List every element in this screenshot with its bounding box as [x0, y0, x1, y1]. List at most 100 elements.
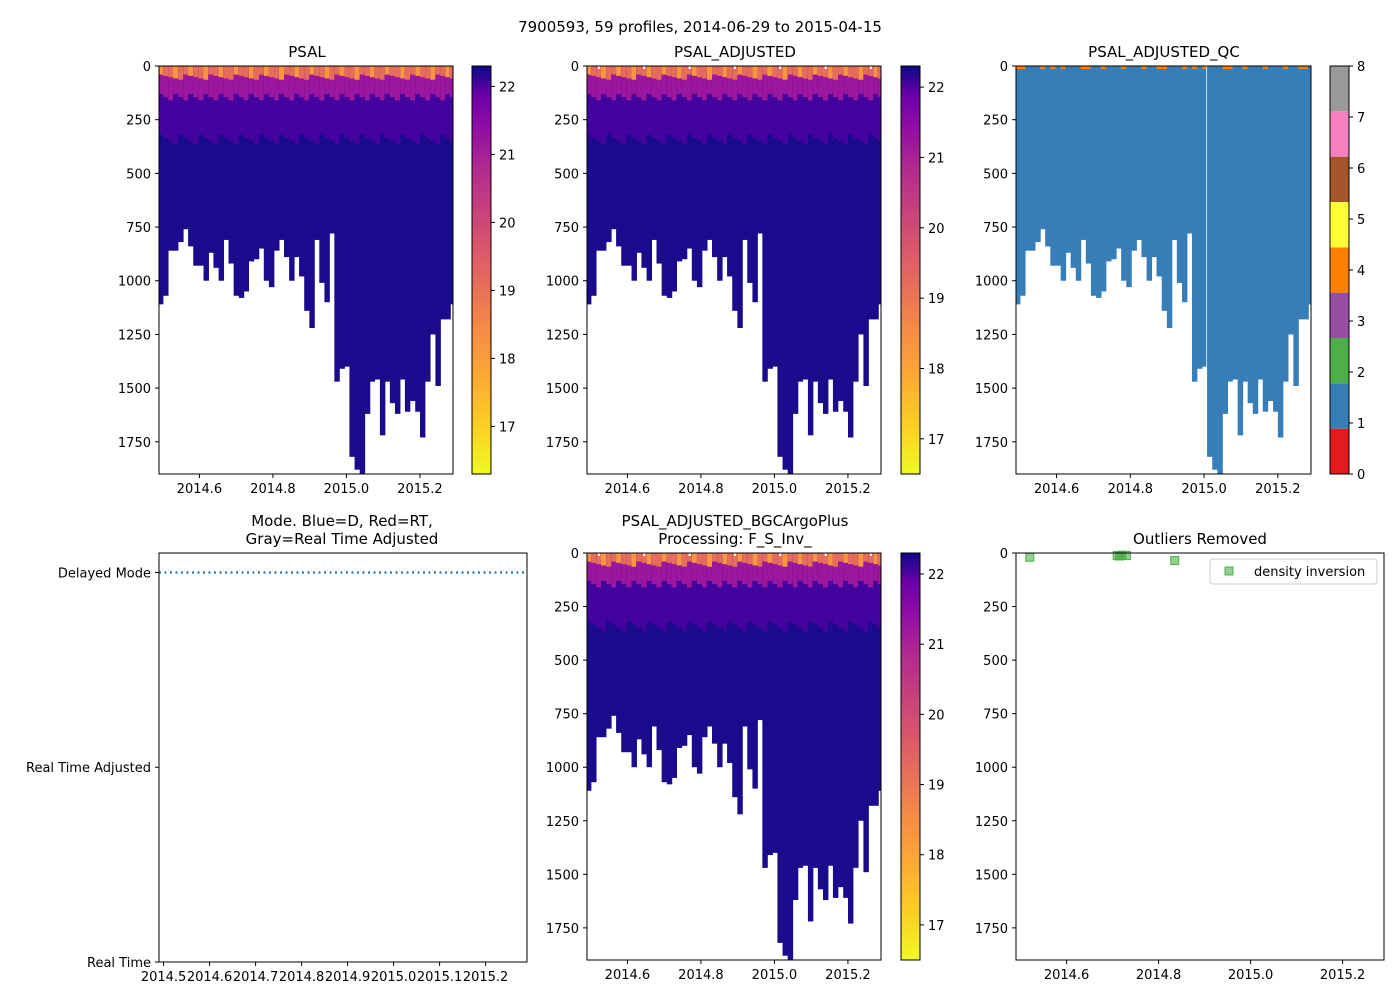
profile-surface-layer [691, 553, 698, 581]
x-tick-label: 2015.2 [1320, 968, 1366, 983]
qc-column [1085, 66, 1092, 264]
y-tick-label: 1000 [546, 275, 579, 290]
profile-column [651, 66, 657, 240]
profile-mid-layer [712, 565, 718, 625]
qc-column [1207, 66, 1213, 457]
profile-mid-layer [268, 78, 275, 142]
profile-mid-layer [702, 78, 708, 145]
profile-surface-layer [611, 553, 617, 588]
qc-column [1111, 66, 1117, 260]
profile-surface-layer [802, 66, 809, 98]
profile-column [425, 66, 431, 382]
profile-column [742, 553, 748, 727]
profile-mid-layer [666, 78, 673, 135]
profile-mid-layer [727, 565, 733, 622]
profile-mid-layer [591, 78, 597, 138]
profile-top-layer [616, 66, 622, 76]
profile-top-layer [676, 553, 683, 566]
profile-mid-layer [696, 565, 703, 628]
profile-top-layer [681, 553, 688, 567]
profile-top-layer [777, 66, 783, 79]
y-tick-label: 500 [554, 654, 579, 669]
profile-top-layer [651, 66, 657, 79]
panel-psal-title: PSAL [288, 43, 326, 61]
profile-column [722, 553, 728, 744]
profile-mid-layer [853, 78, 859, 138]
profile-surface-layer [294, 66, 300, 94]
profile-column [832, 553, 839, 898]
profile-column [666, 66, 673, 298]
x-tick-label: 2015.1 [417, 970, 463, 985]
profile-top-layer [858, 553, 864, 567]
profile-surface-layer [389, 66, 396, 98]
legend-frame [1209, 558, 1378, 585]
profile-top-layer [183, 66, 189, 75]
profile-surface-layer [843, 553, 849, 581]
qc-flag-4 [1191, 66, 1198, 69]
qc-flag-4 [1085, 66, 1092, 69]
profile-surface-layer [641, 553, 647, 588]
profile-top-layer [636, 553, 642, 562]
profile-surface-layer [299, 66, 305, 98]
profile-surface-layer [621, 553, 627, 585]
qc-flag-4 [1181, 66, 1188, 69]
profile-surface-layer [400, 66, 406, 94]
profile-top-layer [666, 66, 673, 76]
panel-psal-colorbar: 17 18 19 20 21 22 [471, 65, 516, 475]
profile-surface-layer [248, 66, 255, 94]
profile-mid-layer [742, 565, 748, 632]
profile-mid-layer [384, 78, 391, 138]
colorbar-gradient [901, 66, 920, 474]
profile-mid-layer [636, 565, 642, 628]
profile-surface-layer [727, 553, 733, 585]
colorbar-tick-label: 5 [1357, 213, 1365, 228]
profile-mid-layer [847, 565, 854, 622]
profile-top-layer [661, 553, 668, 562]
profile-top-layer [631, 66, 637, 80]
profile-mid-layer [772, 78, 779, 138]
profile-column [858, 553, 864, 821]
profile-top-layer [430, 66, 436, 80]
qc-flag-4 [1121, 66, 1127, 69]
profile-gap [733, 66, 737, 69]
profile-column [621, 553, 627, 753]
profile-top-layer [228, 66, 234, 80]
profile-mid-layer [309, 78, 315, 142]
profile-mid-layer [847, 78, 854, 135]
y-tick-label: 0 [143, 60, 151, 75]
profile-column [646, 553, 653, 768]
qc-column [1273, 66, 1279, 412]
profile-top-layer [661, 66, 668, 75]
profile-surface-layer [218, 66, 225, 94]
qc-column [1222, 66, 1229, 414]
profile-top-layer [732, 66, 738, 80]
profile-surface-layer [676, 66, 683, 94]
profile-surface-layer [812, 553, 819, 581]
profile-column [263, 66, 270, 281]
profile-column [208, 66, 214, 253]
profile-mid-layer [601, 565, 607, 632]
profile-mid-layer [656, 565, 662, 628]
profile-mid-layer [777, 565, 783, 628]
profile-top-layer [802, 553, 809, 566]
profile-column [868, 553, 874, 806]
y-tick-label: 750 [126, 221, 151, 236]
profile-top-layer [782, 553, 788, 567]
colorbar-segment [1330, 111, 1349, 157]
profile-mid-layer [706, 78, 713, 135]
profile-column [364, 66, 371, 414]
profile-surface-layer [858, 66, 864, 94]
profile-top-layer [289, 66, 295, 76]
profile-mid-layer [656, 78, 662, 142]
profile-surface-layer [159, 66, 164, 94]
profile-surface-layer [656, 66, 662, 101]
profile-column [159, 66, 164, 305]
profile-top-layer [847, 553, 854, 565]
profile-mid-layer [782, 565, 788, 632]
profile-top-layer [817, 553, 824, 563]
profile-column [394, 66, 401, 414]
profile-surface-layer [339, 66, 345, 94]
profile-mid-layer [737, 565, 743, 628]
profile-mid-layer [772, 565, 779, 625]
profile-surface-layer [747, 553, 753, 588]
